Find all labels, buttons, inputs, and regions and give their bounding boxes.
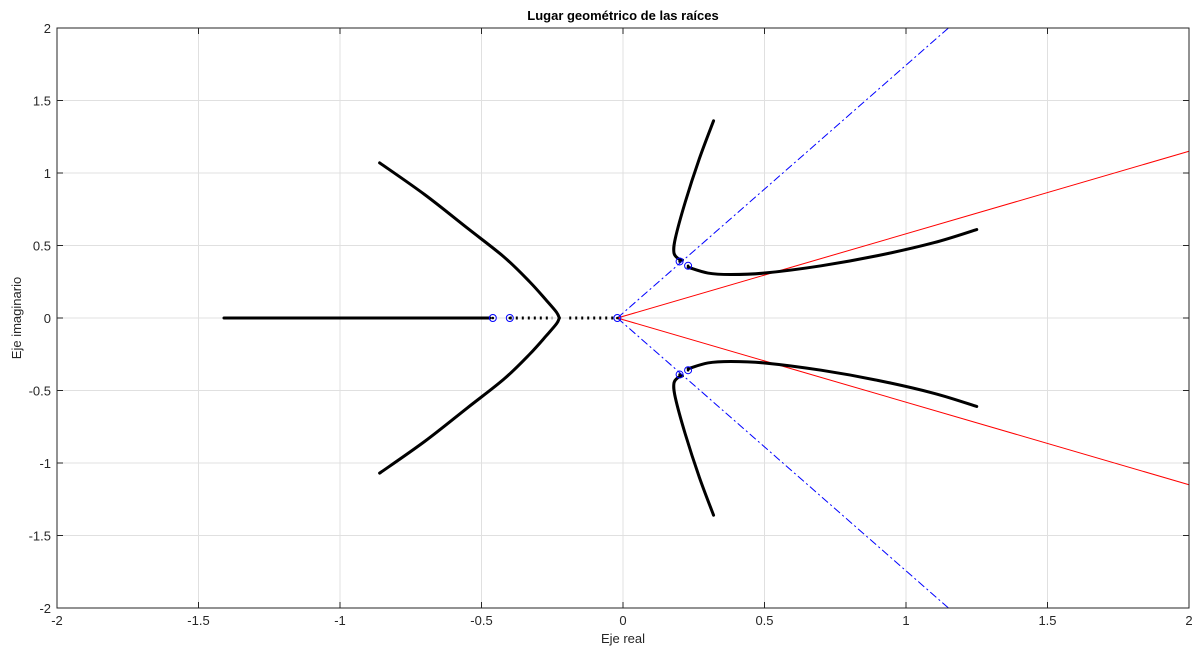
x-tick-label: 0 [619, 613, 626, 628]
pole-marker [675, 370, 684, 379]
damping-lines [617, 27, 949, 609]
asymptote-line [617, 317, 1190, 486]
y-tick-label: -0.5 [29, 384, 51, 399]
pole-marker-ring [675, 370, 684, 379]
x-tick-label: 1.5 [1038, 613, 1056, 628]
x-tick-label: -1.5 [187, 613, 209, 628]
pole-marker-ring [613, 314, 622, 322]
pole-marker-dot [508, 316, 512, 320]
y-tick-label: 2 [44, 21, 51, 36]
x-tick-label: -1 [334, 613, 346, 628]
x-axis-label: Eje real [601, 631, 645, 646]
locus-branch [686, 228, 979, 277]
pole-marker [505, 314, 514, 322]
pole-marker [613, 314, 622, 322]
x-tick-label: -0.5 [470, 613, 492, 628]
pole-marker-dot [686, 368, 690, 372]
pole-marker-ring [684, 366, 693, 375]
pole-marker-dot [491, 316, 495, 320]
pole-marker-dot [678, 373, 681, 376]
pole-marker [675, 257, 684, 266]
pole-marker-dot [678, 260, 681, 263]
x-tick-labels: -2 -1.5 -1 -0.5 0 0.5 1 1.5 2 [51, 613, 1192, 628]
pole-marker-dot [686, 264, 690, 268]
pole-marker [488, 314, 497, 322]
pole-markers [488, 257, 693, 379]
x-tick-label: 1 [902, 613, 909, 628]
x-tick-label: 0.5 [755, 613, 773, 628]
y-axis-label: Eje imaginario [9, 277, 24, 359]
pole-marker-ring [675, 257, 684, 266]
chart-title: Lugar geométrico de las raíces [527, 8, 718, 23]
locus-branch [378, 161, 561, 320]
asymptote-line [617, 150, 1190, 319]
y-tick-label: 0 [44, 311, 51, 326]
pole-marker-ring [684, 261, 693, 270]
pole-marker-ring [488, 314, 497, 322]
grid [56, 27, 1190, 609]
y-tick-label: -1 [39, 456, 51, 471]
y-tick-label: 0.5 [33, 239, 51, 254]
pole-marker [684, 261, 693, 270]
y-tick-label: -1.5 [29, 529, 51, 544]
y-tick-labels: -2 -1.5 -1 -0.5 0 0.5 1 1.5 2 [29, 21, 51, 616]
plot-frame [56, 27, 1190, 609]
y-tick-label: 1.5 [33, 94, 51, 109]
pole-marker-dot [616, 316, 619, 320]
pole-marker-ring [505, 314, 514, 322]
x-tick-label: 2 [1185, 613, 1192, 628]
asymptotes [617, 150, 1190, 486]
y-tick-label: 1 [44, 166, 51, 181]
locus-branch [378, 316, 561, 475]
y-tick-label: -2 [39, 601, 51, 616]
x-tick-label: -2 [51, 613, 63, 628]
damping-line [617, 27, 949, 319]
damping-line [617, 317, 949, 609]
locus-branch [686, 359, 979, 408]
pole-marker [684, 366, 693, 375]
